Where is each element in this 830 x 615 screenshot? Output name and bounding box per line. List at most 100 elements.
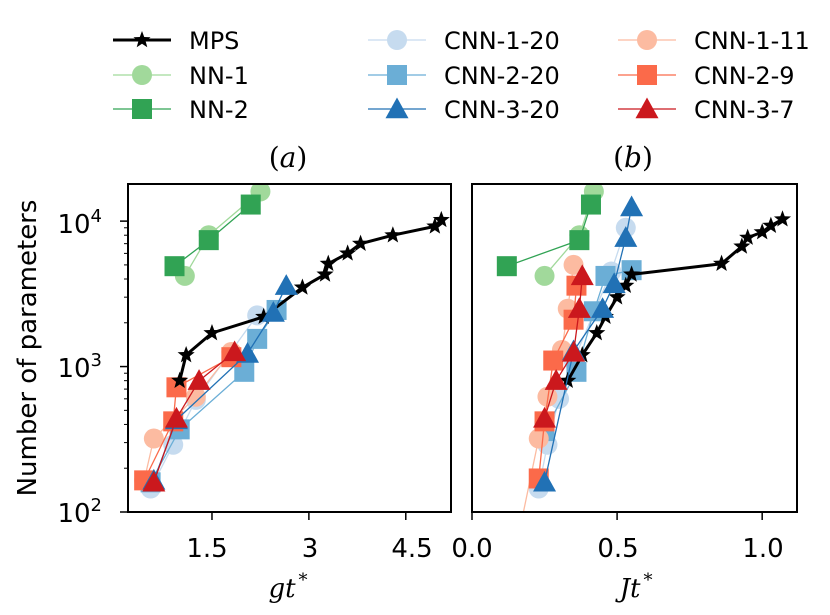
data-point: [569, 230, 590, 251]
legend-label-nn-1: NN-1: [189, 62, 249, 90]
series-cnn-3-7: [142, 340, 247, 492]
y-tick-label: 102: [57, 495, 102, 529]
legend-marker-cnn-3-7: [635, 97, 659, 119]
legend-marker-cnn-2-9: [637, 65, 657, 85]
axes-frame: [127, 183, 452, 513]
data-point: [773, 210, 792, 227]
panel-b-label: (b): [613, 141, 653, 174]
x-tick-label: 0.5: [597, 534, 638, 564]
data-point: [384, 226, 402, 243]
legend-marker-mps: [133, 31, 151, 48]
legend-label-cnn-3-7: CNN-3-7: [694, 96, 795, 124]
series-line: [178, 218, 443, 382]
data-point: [573, 346, 591, 363]
data-point: [712, 254, 731, 271]
legend-label-mps: MPS: [189, 27, 239, 55]
data-point: [534, 265, 555, 286]
panel-b: [471, 183, 798, 532]
data-point: [563, 254, 584, 275]
data-point: [352, 234, 370, 251]
data-point: [198, 230, 219, 251]
x-tick-label: 1.0: [742, 534, 783, 564]
data-point: [261, 301, 285, 322]
legend-marker-cnn-3-20: [385, 97, 409, 119]
series-mps: [171, 210, 450, 388]
legend-label-cnn-3-20: CNN-3-20: [444, 96, 560, 124]
data-point: [543, 350, 564, 371]
data-point: [762, 216, 780, 233]
data-point: [143, 428, 164, 449]
legend-label-cnn-1-20: CNN-1-20: [444, 27, 560, 55]
series-nn-2: [496, 194, 601, 277]
x-axis-label-a: gt *: [268, 570, 307, 604]
data-point: [733, 237, 751, 254]
data-point: [528, 428, 549, 449]
data-point: [533, 470, 557, 492]
data-point: [185, 386, 206, 407]
series-line: [143, 356, 232, 481]
legend: MPS NN-1 NN-2 CNN-1-20 CNN-2-20 CNN-3-20 CNN-1…: [113, 27, 810, 124]
data-point: [339, 244, 357, 261]
legend-label-cnn-1-11: CNN-1-11: [694, 27, 810, 55]
x-tick-label: 1.5: [186, 534, 227, 564]
data-point: [316, 265, 334, 282]
data-point: [614, 226, 638, 247]
data-point: [580, 194, 601, 215]
axes-frame: [471, 183, 798, 513]
data-point: [562, 340, 586, 362]
series-line: [153, 351, 236, 483]
series-cnn-3-7: [533, 264, 594, 428]
y-tick-label: 103: [57, 350, 102, 384]
legend-marker-cnn-2-20: [387, 65, 407, 85]
data-point: [496, 256, 517, 277]
legend-label-nn-2: NN-2: [189, 96, 249, 124]
y-axis-label: Number of parameters: [13, 200, 43, 497]
y-tick-label: 104: [57, 206, 102, 240]
legend-marker-nn-2: [132, 99, 152, 119]
data-point: [591, 297, 615, 318]
legend-label-cnn-2-20: CNN-2-20: [444, 62, 560, 90]
panel-a-label: (a): [269, 141, 308, 174]
data-point: [570, 264, 594, 286]
data-point: [187, 369, 211, 390]
plot-area: [134, 184, 450, 499]
data-point: [620, 195, 644, 217]
legend-marker-cnn-1-20: [387, 30, 407, 50]
x-tick-label: 0.0: [451, 534, 492, 564]
legend-marker-nn-1: [132, 65, 152, 85]
data-point: [511, 512, 531, 532]
data-point: [177, 346, 195, 363]
data-point: [533, 406, 557, 428]
x-axis-label-b: Jt *: [615, 570, 653, 604]
series-cnn-3-20: [142, 274, 298, 490]
data-point: [164, 406, 188, 428]
legend-label-cnn-2-9: CNN-2-9: [694, 62, 795, 90]
legend-marker-cnn-1-11: [637, 30, 657, 50]
x-tick-label: 4.5: [391, 534, 432, 564]
data-point: [319, 254, 337, 271]
x-tick-label: 3: [302, 534, 319, 564]
data-point: [203, 324, 221, 341]
data-point: [617, 276, 635, 293]
data-point: [171, 371, 189, 388]
series-cnn-2-9: [134, 347, 242, 491]
data-point: [544, 369, 568, 390]
data-point: [164, 256, 185, 277]
data-point: [240, 194, 261, 215]
data-point: [623, 265, 641, 282]
data-point: [588, 324, 606, 341]
data-point: [142, 470, 166, 492]
series-line: [566, 217, 784, 382]
data-point: [255, 307, 273, 325]
data-point: [223, 340, 247, 362]
data-point: [608, 288, 626, 305]
data-point: [432, 210, 450, 228]
series-mps: [559, 210, 792, 388]
data-point: [753, 223, 771, 240]
data-point: [739, 228, 757, 245]
data-point: [602, 272, 626, 294]
data-point: [426, 217, 444, 234]
plot-area: [496, 184, 792, 532]
panel-a: [120, 183, 452, 520]
